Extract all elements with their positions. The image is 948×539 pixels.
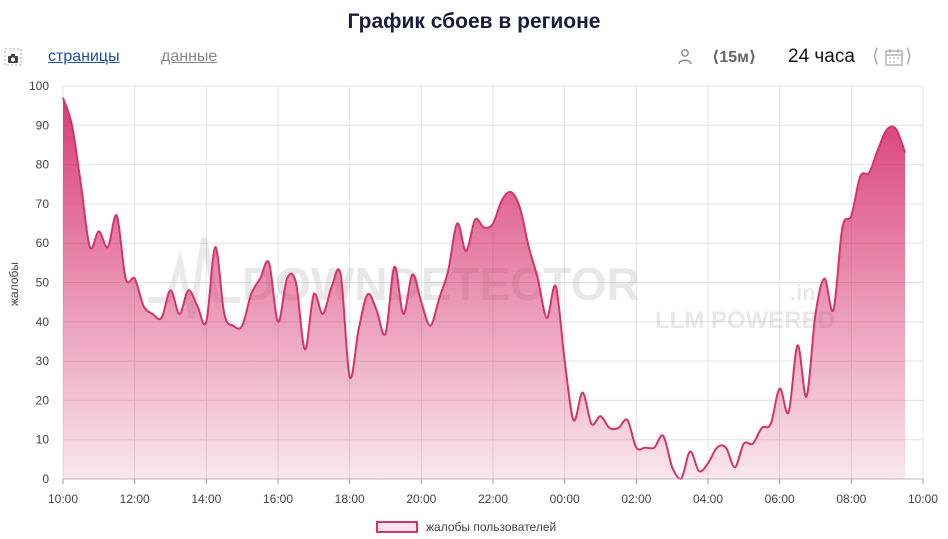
chart-toolbar: страницы данные ⟨15м⟩ 24 часа ⟨ ⟩	[0, 44, 948, 70]
x-tick-label: 04:00	[693, 492, 723, 506]
legend-swatch	[376, 521, 418, 533]
nav-prev[interactable]: ⟨	[872, 46, 880, 67]
calendar-icon[interactable]	[884, 48, 904, 66]
x-axis: 10:00 12:00 14:00 16:00 18:00 20:00 22:00 00:00…	[48, 478, 938, 506]
x-tick-label: 08:00	[836, 492, 866, 506]
y-tick-label: 10	[36, 433, 50, 447]
camera-icon[interactable]	[4, 48, 22, 66]
y-axis: 0 10 20 30 40 50 60 70 80 90 100	[29, 79, 49, 486]
x-tick-label: 10:00	[48, 492, 78, 506]
y-tick-label: 50	[36, 276, 50, 290]
x-tick-label: 14:00	[191, 492, 221, 506]
x-tick-label: 00:00	[550, 492, 580, 506]
complaints-line	[62, 97, 907, 481]
y-axis-label: жалобы	[7, 262, 21, 306]
x-tick-label: 02:00	[621, 492, 651, 506]
legend-label: жалобы пользователей	[426, 520, 557, 534]
y-tick-label: 40	[36, 315, 50, 329]
watermark-sub: LLM POWERED	[655, 307, 835, 334]
x-tick-label: 06:00	[765, 492, 795, 506]
x-tick-label: 18:00	[335, 492, 365, 506]
y-tick-label: 20	[36, 393, 50, 407]
y-tick-label: 70	[36, 197, 50, 211]
range-selector[interactable]: 24 часа	[788, 46, 855, 67]
tab-pages[interactable]: страницы	[48, 48, 120, 65]
watermark: DOWNDETECTOR .in LLM POWERED	[148, 237, 835, 334]
tab-data[interactable]: данные	[161, 48, 218, 65]
interval-selector[interactable]: ⟨15м⟩	[712, 49, 757, 66]
y-tick-label: 30	[36, 354, 50, 368]
page-title: График сбоев в регионе	[347, 10, 601, 33]
complaints-area	[63, 97, 906, 480]
x-tick-label: 10:00	[908, 492, 938, 506]
y-tick-label: 80	[36, 158, 50, 172]
y-tick-label: 90	[36, 118, 50, 132]
x-tick-label: 12:00	[120, 492, 150, 506]
y-tick-label: 100	[29, 79, 49, 93]
nav-next[interactable]: ⟩	[905, 46, 913, 67]
outage-chart: DOWNDETECTOR .in LLM POWERED 0 10 20 30 40 50…	[7, 79, 938, 506]
range-navigator[interactable]: ⟨ ⟩	[872, 46, 916, 68]
user-icon[interactable]	[677, 48, 693, 66]
watermark-suffix: .in	[790, 280, 816, 305]
x-tick-label: 22:00	[478, 492, 508, 506]
y-tick-label: 60	[36, 236, 50, 250]
x-tick-label: 16:00	[263, 492, 293, 506]
y-tick-label: 0	[42, 472, 49, 486]
x-tick-label: 20:00	[406, 492, 436, 506]
